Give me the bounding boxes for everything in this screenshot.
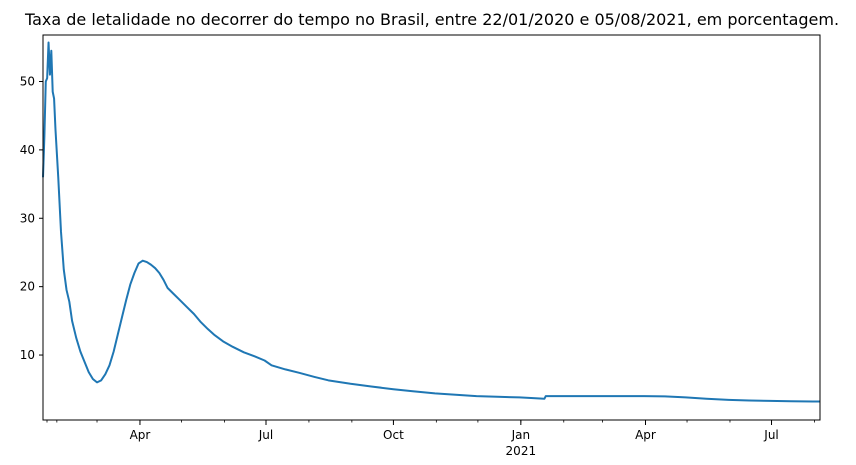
x-tick-label: Apr — [130, 428, 151, 442]
plot-frame — [42, 34, 821, 421]
x-tick-label: Oct — [383, 428, 404, 442]
x-tick-label: Jan — [511, 428, 531, 442]
y-tick-label: 50 — [20, 75, 35, 89]
x-axis: Apr Jul Oct Jan 2021 Apr Jul — [46, 420, 815, 458]
x-tick-label: Apr — [635, 428, 656, 442]
y-tick-label: 30 — [20, 211, 35, 225]
chart-title: Taxa de letalidade no decorrer do tempo … — [24, 10, 839, 29]
series-line — [42, 41, 820, 403]
x-tick-label: Jul — [258, 428, 273, 442]
y-tick-label: 10 — [20, 348, 35, 362]
y-tick-label: 40 — [20, 143, 35, 157]
x-tick-label: Jul — [763, 428, 778, 442]
y-axis: 10 20 30 40 50 — [20, 75, 43, 362]
y-tick-label: 20 — [20, 280, 35, 294]
x-tick-year-label: 2021 — [506, 444, 537, 458]
